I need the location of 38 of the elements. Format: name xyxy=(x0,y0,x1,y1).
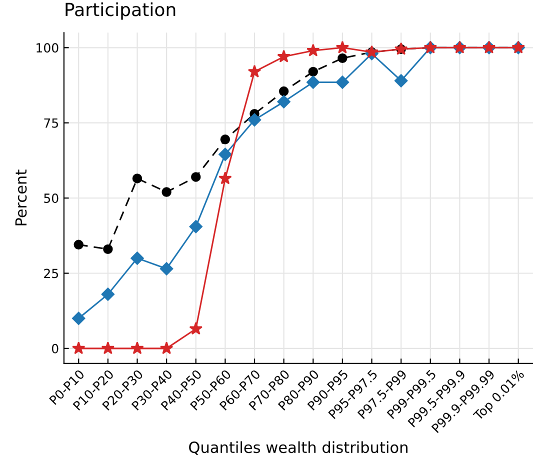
point xyxy=(336,76,350,89)
point xyxy=(103,244,113,254)
y-tick-label: 75 xyxy=(44,118,58,128)
point xyxy=(277,50,290,62)
x-axis-title: Quantiles wealth distribution xyxy=(189,441,408,455)
point xyxy=(162,187,172,197)
point xyxy=(394,74,408,88)
point xyxy=(189,220,202,234)
point xyxy=(248,64,262,78)
point xyxy=(248,113,262,126)
point xyxy=(130,341,144,354)
point xyxy=(218,148,232,162)
point xyxy=(306,76,320,89)
y-tick-label: 100 xyxy=(36,43,58,53)
point xyxy=(220,134,230,144)
point xyxy=(160,262,174,276)
point xyxy=(72,341,86,354)
point xyxy=(101,288,115,301)
y-tick-label: 50 xyxy=(44,194,58,203)
point xyxy=(306,44,320,56)
point xyxy=(101,341,115,354)
point xyxy=(130,252,144,265)
point xyxy=(336,40,350,54)
chart-title: Participation xyxy=(66,2,176,20)
point xyxy=(278,86,289,96)
point xyxy=(218,172,232,184)
point xyxy=(132,174,142,184)
point xyxy=(308,66,318,77)
point xyxy=(191,172,201,182)
y-tick-label: 0 xyxy=(52,344,58,354)
point xyxy=(189,322,203,335)
point xyxy=(277,95,290,108)
point xyxy=(160,341,174,354)
y-tick-label: 25 xyxy=(44,268,58,278)
point xyxy=(72,312,86,325)
point xyxy=(338,53,348,64)
y-axis-title: Percent xyxy=(15,170,27,226)
point xyxy=(74,240,84,250)
